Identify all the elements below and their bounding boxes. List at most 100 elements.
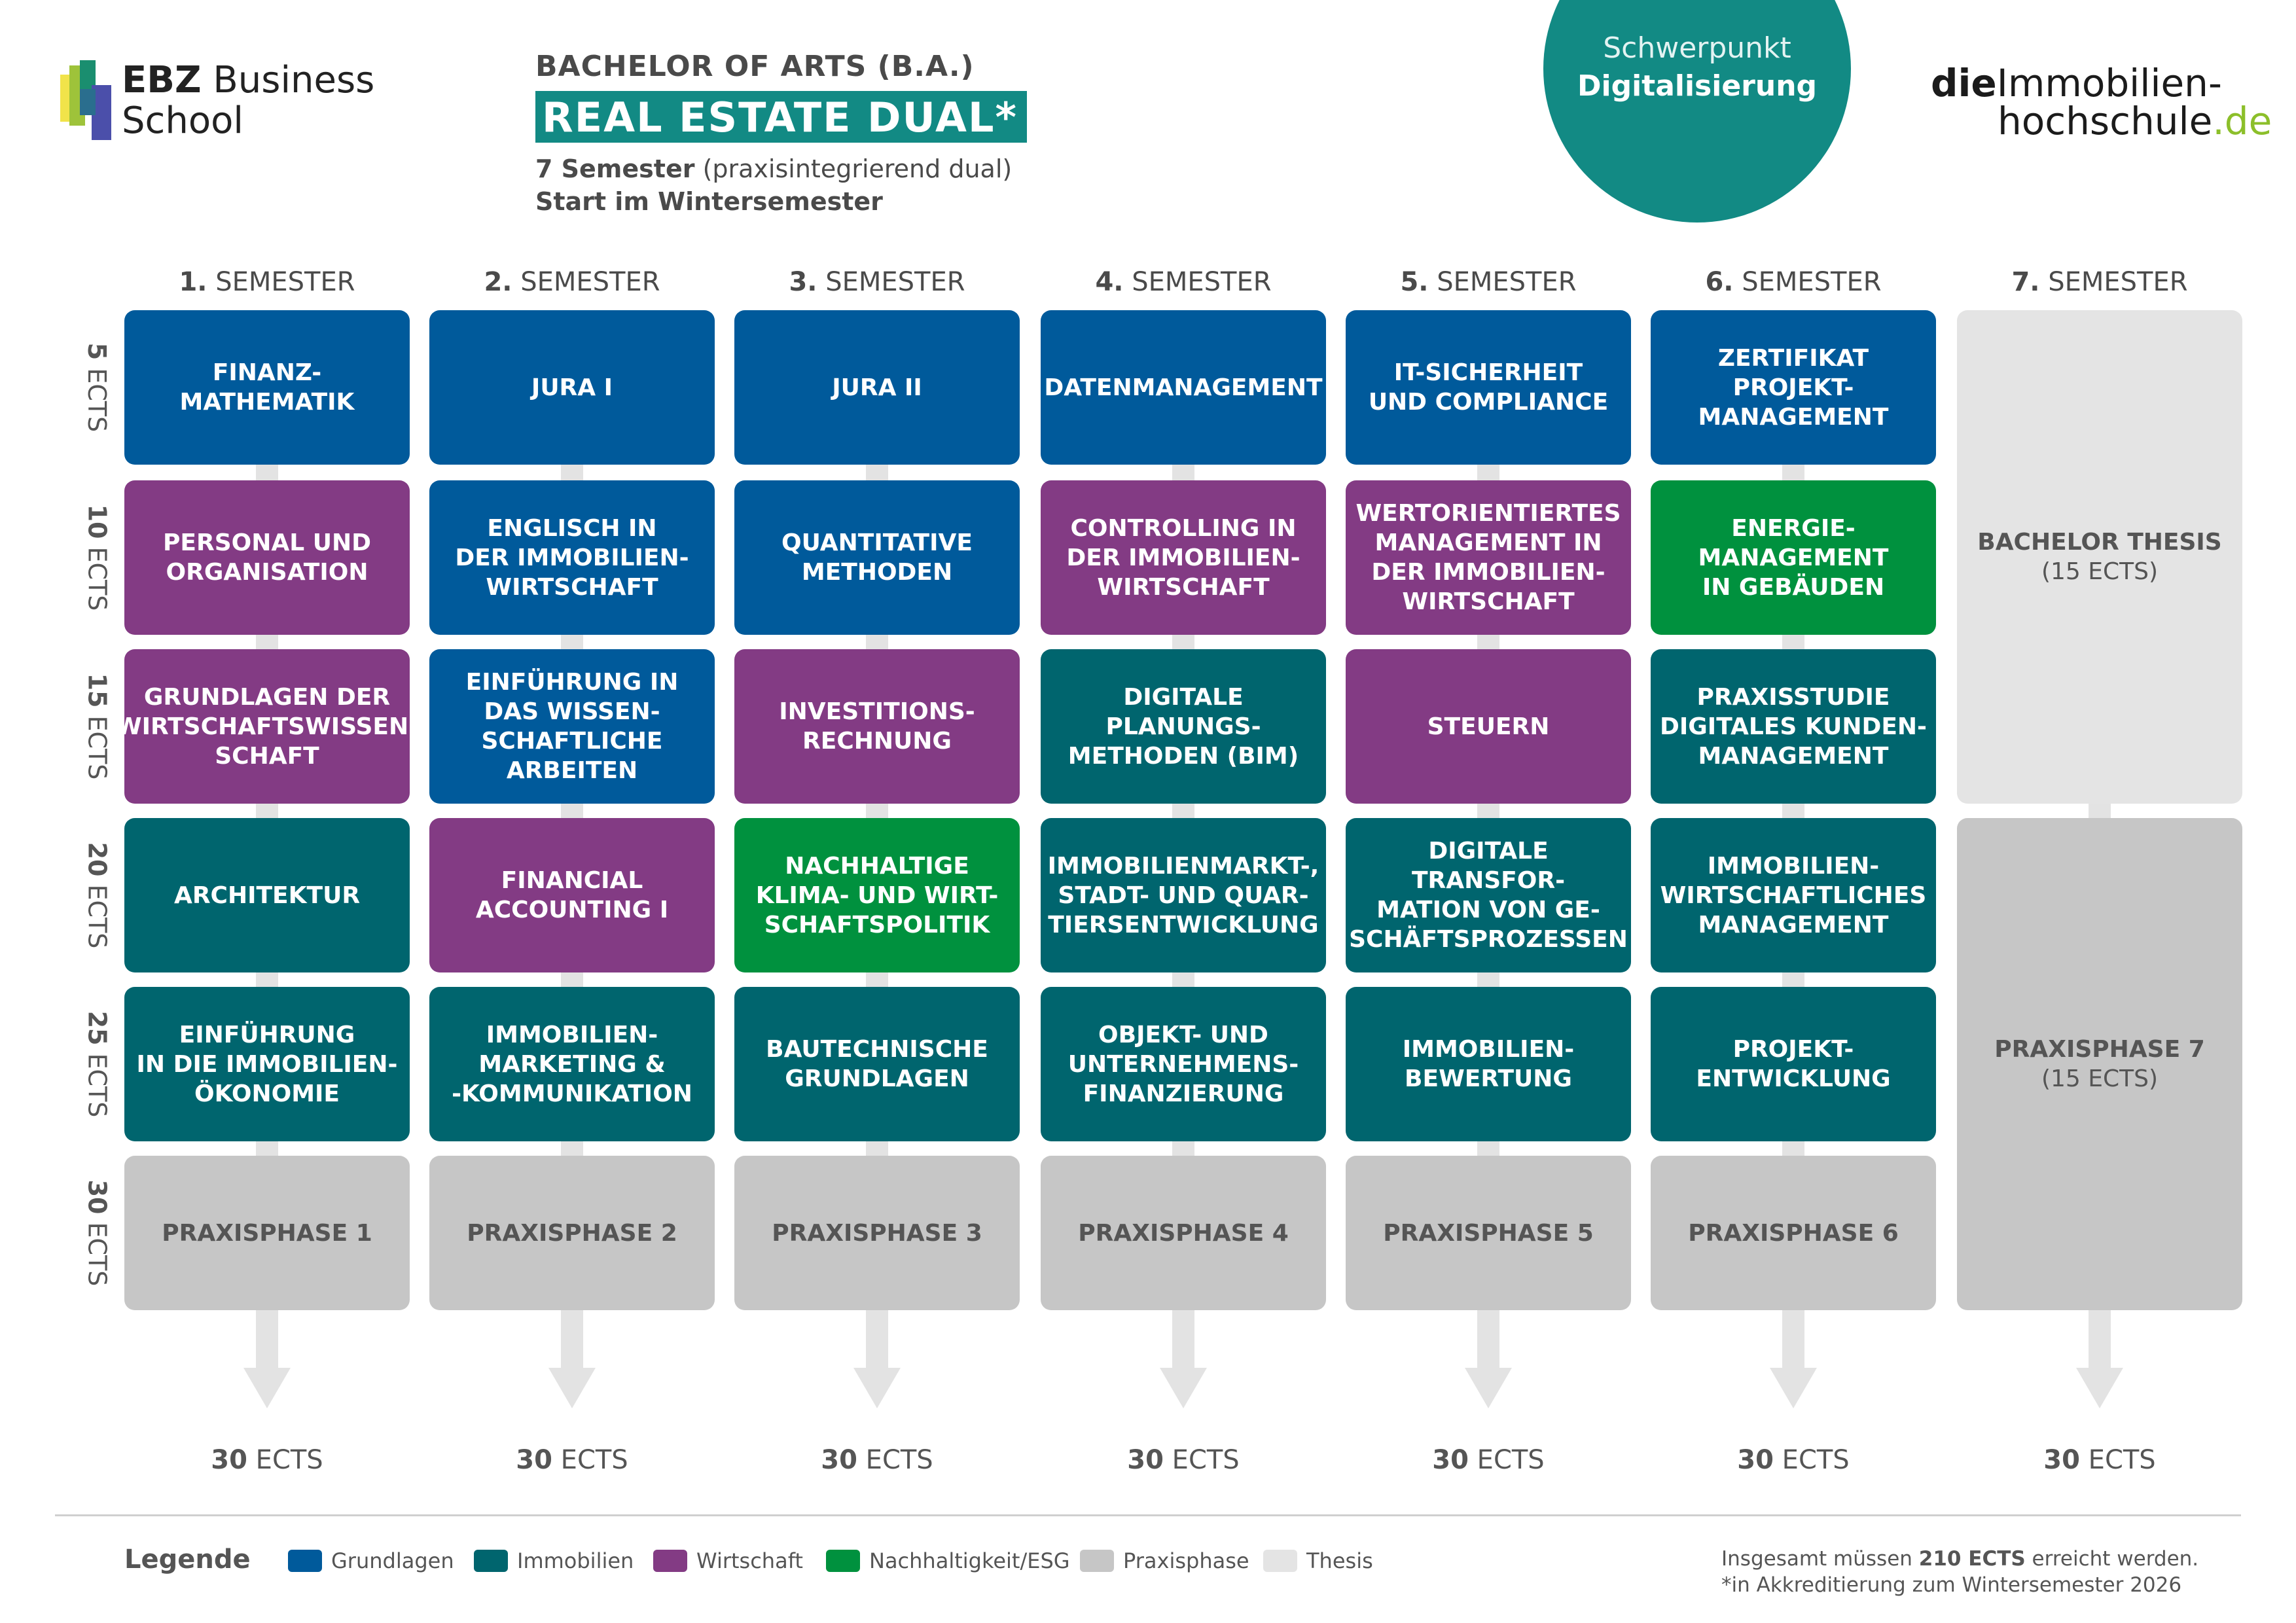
module-card[interactable]: IMMOBILIENMARKT-, STADT- UND QUAR- TIERS… bbox=[1041, 818, 1326, 972]
logo-rest: Business bbox=[213, 59, 375, 101]
ebz-logo-text[interactable]: EBZ Business School bbox=[122, 60, 374, 141]
praxisphase-7-card[interactable]: PRAXISPHASE 7 (15 ECTS) bbox=[1957, 818, 2242, 1310]
module-card[interactable]: DIGITALE TRANSFOR- MATION VON GE- SCHÄFT… bbox=[1346, 818, 1631, 972]
module-card[interactable]: PRAXISPHASE 6 bbox=[1651, 1156, 1936, 1310]
semester-header: 5. SEMESTER bbox=[1344, 267, 1632, 297]
module-card[interactable]: JURA I bbox=[429, 310, 715, 465]
module-card[interactable]: ENGLISCH IN DER IMMOBILIEN- WIRTSCHAFT bbox=[429, 480, 715, 635]
module-card[interactable]: OBJEKT- UND UNTERNEHMENS- FINANZIERUNG bbox=[1041, 987, 1326, 1141]
module-card[interactable]: ENERGIE- MANAGEMENT IN GEBÄUDEN bbox=[1651, 480, 1936, 635]
module-card[interactable]: CONTROLLING IN DER IMMOBILIEN- WIRTSCHAF… bbox=[1041, 480, 1326, 635]
ects-row-unit: ECTS bbox=[82, 1222, 111, 1287]
legend-item: Nachhaltigkeit/ESG bbox=[826, 1548, 1070, 1573]
module-card[interactable]: PRAXISPHASE 5 bbox=[1346, 1156, 1631, 1310]
semester-total-number: 30 bbox=[1127, 1445, 1164, 1475]
ects-row-label: 10 ECTS bbox=[77, 473, 117, 643]
legend-item: Thesis bbox=[1263, 1548, 1373, 1573]
module-card[interactable]: INVESTITIONS- RECHNUNG bbox=[734, 649, 1020, 804]
module-card[interactable]: ZERTIFIKAT PROJEKT- MANAGEMENT bbox=[1651, 310, 1936, 465]
legend-swatch bbox=[288, 1550, 322, 1572]
start-line: Start im Wintersemester bbox=[535, 187, 883, 216]
ects-row-unit: ECTS bbox=[82, 884, 111, 949]
immobilienhochschule-logo[interactable]: dieImmobilien- hochschule.de bbox=[1931, 64, 2272, 140]
logo-bold: EBZ bbox=[122, 59, 202, 101]
module-card[interactable]: PRAXISSTUDIE DIGITALES KUNDEN- MANAGEMEN… bbox=[1651, 649, 1936, 804]
program-title-block: BACHELOR OF ARTS (B.A.) REAL ESTATE DUAL… bbox=[535, 50, 1027, 216]
module-card[interactable]: IMMOBILIEN- WIRTSCHAFTLICHES MANAGEMENT bbox=[1651, 818, 1936, 972]
ects-row-number: 10 bbox=[82, 504, 111, 539]
legend-item: Immobilien bbox=[474, 1548, 634, 1573]
module-card[interactable]: EINFÜHRUNG IN DAS WISSEN- SCHAFTLICHE AR… bbox=[429, 649, 715, 804]
module-card[interactable]: PERSONAL UND ORGANISATION bbox=[124, 480, 410, 635]
module-card[interactable]: IMMOBILIEN- MARKETING & -KOMMUNIKATION bbox=[429, 987, 715, 1141]
semester-word: SEMESTER bbox=[215, 267, 355, 297]
semester-total-unit: ECTS bbox=[2088, 1445, 2156, 1475]
ects-row-unit: ECTS bbox=[82, 715, 111, 780]
semester-number: 1. bbox=[179, 267, 207, 297]
legend-label: Nachhaltigkeit/ESG bbox=[869, 1548, 1070, 1573]
module-card[interactable]: IMMOBILIEN- BEWERTUNG bbox=[1346, 987, 1631, 1141]
module-card[interactable]: STEUERN bbox=[1346, 649, 1631, 804]
module-card[interactable]: PRAXISPHASE 2 bbox=[429, 1156, 715, 1310]
module-card[interactable]: GRUNDLAGEN DER WIRTSCHAFTSWISSEN- SCHAFT bbox=[116, 649, 418, 804]
card-ects: (15 ECTS) bbox=[2041, 1065, 2159, 1092]
semester-number: 5. bbox=[1400, 267, 1429, 297]
semester-word: SEMESTER bbox=[1132, 267, 1272, 297]
module-card[interactable]: IT-SICHERHEIT UND COMPLIANCE bbox=[1346, 310, 1631, 465]
semester-total: 30 ECTS bbox=[1039, 1445, 1327, 1475]
module-card[interactable]: DIGITALE PLANUNGS- METHODEN (BIM) bbox=[1041, 649, 1326, 804]
module-card[interactable]: FINANZ- MATHEMATIK bbox=[124, 310, 410, 465]
ects-row-label: 25 ECTS bbox=[77, 979, 117, 1149]
module-card[interactable]: JURA II bbox=[734, 310, 1020, 465]
module-card[interactable]: PRAXISPHASE 4 bbox=[1041, 1156, 1326, 1310]
bachelor-thesis-card[interactable]: BACHELOR THESIS (15 ECTS) bbox=[1957, 310, 2242, 804]
degree-title: BACHELOR OF ARTS (B.A.) bbox=[535, 50, 975, 83]
ects-row-label: 15 ECTS bbox=[77, 641, 117, 812]
ects-row-label: 20 ECTS bbox=[77, 810, 117, 980]
semester-total-unit: ECTS bbox=[1782, 1445, 1850, 1475]
module-card[interactable]: FINANCIAL ACCOUNTING I bbox=[429, 818, 715, 972]
ects-row-number: 30 bbox=[82, 1179, 111, 1215]
semester-total-number: 30 bbox=[2043, 1445, 2080, 1475]
ects-row-label: 30 ECTS bbox=[77, 1148, 117, 1318]
card-title: BACHELOR THESIS bbox=[1977, 529, 2222, 556]
module-card[interactable]: DATENMANAGEMENT bbox=[1041, 310, 1326, 465]
ects-row-number: 25 bbox=[82, 1010, 111, 1046]
legend-item: Wirtschaft bbox=[653, 1548, 803, 1573]
semester-total: 30 ECTS bbox=[428, 1445, 716, 1475]
legend-swatch bbox=[826, 1550, 860, 1572]
module-card[interactable]: PRAXISPHASE 1 bbox=[124, 1156, 410, 1310]
semester-number: 4. bbox=[1095, 267, 1124, 297]
ects-row-unit: ECTS bbox=[82, 546, 111, 611]
legend-title: Legende bbox=[124, 1544, 251, 1575]
brand-line2: hochschule bbox=[1998, 99, 2213, 143]
module-card[interactable]: WERTORIENTIERTES MANAGEMENT IN DER IMMOB… bbox=[1346, 480, 1631, 635]
module-card[interactable]: PROJEKT- ENTWICKLUNG bbox=[1651, 987, 1936, 1141]
semester-total-number: 30 bbox=[821, 1445, 857, 1475]
module-card[interactable]: ARCHITEKTUR bbox=[124, 818, 410, 972]
focus-label: Schwerpunkt bbox=[1603, 31, 1791, 65]
ects-row-number: 5 bbox=[82, 342, 111, 361]
arrow-down-icon bbox=[1465, 1368, 1512, 1408]
semester-word: SEMESTER bbox=[1742, 267, 1882, 297]
module-card[interactable]: EINFÜHRUNG IN DIE IMMOBILIEN- ÖKONOMIE bbox=[124, 987, 410, 1141]
module-card[interactable]: QUANTITATIVE METHODEN bbox=[734, 480, 1020, 635]
semester-header: 3. SEMESTER bbox=[733, 267, 1021, 297]
note-accreditation: *in Akkreditierung zum Wintersemester 20… bbox=[1721, 1573, 2182, 1597]
card-ects: (15 ECTS) bbox=[2041, 558, 2159, 585]
semester-word: SEMESTER bbox=[1437, 267, 1577, 297]
semester-total-unit: ECTS bbox=[1172, 1445, 1240, 1475]
semester-word: SEMESTER bbox=[520, 267, 660, 297]
arrow-down-icon bbox=[853, 1368, 901, 1408]
note-pre: Insgesamt müssen bbox=[1721, 1547, 1912, 1571]
module-card[interactable]: NACHHALTIGE KLIMA- UND WIRT- SCHAFTSPOLI… bbox=[734, 818, 1020, 972]
module-card[interactable]: PRAXISPHASE 3 bbox=[734, 1156, 1020, 1310]
module-card[interactable]: BAUTECHNISCHE GRUNDLAGEN bbox=[734, 987, 1020, 1141]
brand-rest: Immobilien- bbox=[1996, 61, 2222, 105]
legend-swatch bbox=[653, 1550, 687, 1572]
footer-note: Insgesamt müssen 210 ECTS erreicht werde… bbox=[1721, 1546, 2198, 1598]
semester-header: 1. SEMESTER bbox=[123, 267, 411, 297]
duration-bold: 7 Semester bbox=[535, 154, 695, 183]
ects-row-number: 15 bbox=[82, 673, 111, 708]
legend-label: Immobilien bbox=[517, 1548, 634, 1573]
